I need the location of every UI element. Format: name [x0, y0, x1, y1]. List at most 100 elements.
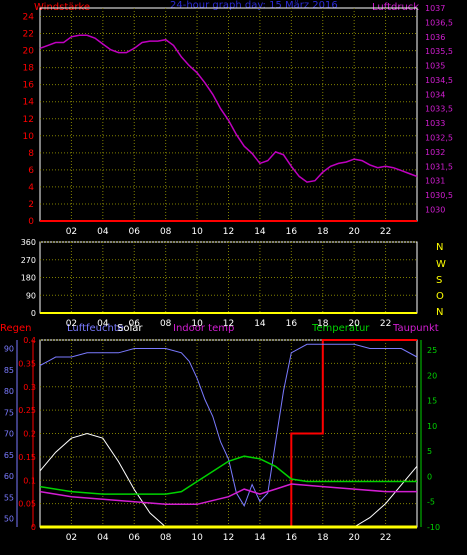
panel-1-y2-tick-label: 1031,5 — [425, 162, 453, 171]
panel-1-x-tick-label: 16 — [286, 227, 298, 237]
panel-2-x-tick-label: 18 — [317, 319, 329, 329]
panel-1-y2-tick-label: 1036 — [425, 33, 445, 42]
panel-3-regen-tick-label: 0.05 — [18, 500, 36, 509]
panel-3-x-tick-label: 14 — [254, 533, 266, 543]
panel-1-y2-tick-label: 1035,5 — [425, 47, 453, 56]
luftfeuchte-label: Luftfeuchte — [67, 323, 124, 334]
chart-title: 24-hour graph day: 15 März 2016 — [170, 0, 338, 11]
panel-1-y2-tick-label: 1037 — [425, 4, 445, 13]
panel-1-x-tick-label: 06 — [129, 227, 141, 237]
panel-1-x-tick-label: 20 — [348, 227, 360, 237]
panel-3-x-tick-label: 10 — [191, 533, 203, 543]
panel-1-y-tick-label: 10 — [23, 132, 35, 142]
panel-1-y-tick-label: 20 — [23, 47, 35, 57]
panel-3-humidity-tick-label: 65 — [4, 451, 14, 460]
panel-3-temp-tick-label: 25 — [427, 346, 437, 355]
panel-3-regen-tick-label: 0.35 — [18, 359, 36, 368]
panel-1-y2-tick-label: 1032 — [425, 148, 445, 157]
panel-1-x-tick-label: 10 — [191, 227, 203, 237]
panel-1-y-tick-label: 8 — [28, 149, 34, 159]
panel-1-y-tick-label: 24 — [23, 13, 35, 23]
panel-1-y-tick-label: 14 — [23, 98, 35, 108]
panel-3-regen-tick-label: 0 — [31, 523, 36, 532]
panel-3-regen-tick-label: 0.4 — [23, 336, 36, 345]
indoor-label: Indoor temp — [173, 323, 234, 334]
panel-1-y-tick-label: 2 — [28, 200, 34, 210]
dir-letter-s: S — [436, 275, 442, 286]
panel-3-regen-tick-label: 0.1 — [23, 476, 36, 485]
panel-1-y2-tick-label: 1030 — [425, 205, 445, 214]
panel-3-regen-tick-label: 0.15 — [18, 453, 36, 462]
panel-3-x-tick-label: 16 — [286, 533, 298, 543]
panel-3-humidity-tick-label: 70 — [4, 430, 14, 439]
panel-3-temp-tick-label: -5 — [427, 498, 435, 507]
panel-3-humidity-tick-label: 85 — [4, 366, 14, 375]
dir-letter-n-bottom: N — [436, 307, 443, 318]
panel-2-x-tick-label: 08 — [160, 319, 172, 329]
dir-letter-w: W — [436, 259, 446, 270]
panel-1-y-tick-label: 4 — [28, 183, 34, 193]
panel-2-y-tick-label: 0 — [31, 309, 36, 318]
panel-3-temp-tick-label: 0 — [427, 472, 432, 481]
series-luftdruck-line — [39, 34, 418, 183]
panel-2-y-tick-label: 360 — [21, 238, 36, 247]
panel-3-humidity-tick-label: 60 — [4, 472, 14, 481]
panel-3-x-tick-label: 18 — [317, 533, 329, 543]
panel-2-y-tick-label: 90 — [26, 291, 36, 300]
panel-3-x-tick-label: 08 — [160, 533, 172, 543]
panel-1-y-tick-label: 16 — [23, 81, 35, 91]
panel-1-x-tick-label: 14 — [254, 227, 266, 237]
panel-3-regen-tick-label: 0.25 — [18, 406, 36, 415]
panel-3-x-tick-label: 20 — [348, 533, 360, 543]
dir-letter-o: O — [436, 291, 444, 302]
panel-1-y-tick-label: 22 — [23, 30, 34, 40]
panel-3-humidity-tick-label: 90 — [4, 345, 14, 354]
panel-1-x-tick-label: 04 — [97, 227, 109, 237]
series-luftfeuchte-line — [39, 343, 418, 507]
panel-1-y-tick-label: 0 — [28, 217, 34, 227]
series-indoortemp-line — [39, 483, 417, 506]
panel-1-x-tick-label: 12 — [223, 227, 234, 237]
panel-3-humidity-tick-label: 80 — [4, 387, 14, 396]
panel-1-x-tick-label: 08 — [160, 227, 172, 237]
panel-2-x-tick-label: 10 — [191, 319, 203, 329]
panel-3-x-tick-label: 12 — [223, 533, 234, 543]
series-temperatur-line — [39, 455, 417, 495]
panel-2-x-tick-label: 12 — [223, 319, 234, 329]
panel-3-temp-tick-label: -10 — [427, 523, 440, 532]
panel-3-x-tick-label: 06 — [129, 533, 141, 543]
panel-2-x-tick-label: 22 — [380, 319, 391, 329]
panel-1-y-tick-label: 18 — [23, 64, 35, 74]
panel-1-y2-tick-label: 1035 — [425, 62, 445, 71]
panel-1-y2-tick-label: 1033 — [425, 119, 445, 128]
panel-1-y2-tick-label: 1036,5 — [425, 18, 453, 27]
panel-2-y-tick-label: 180 — [21, 274, 36, 283]
panel-2-x-tick-label: 16 — [286, 319, 298, 329]
panel-1-y2-tick-label: 1031 — [425, 177, 445, 186]
panel-1-y2-tick-label: 1030,5 — [425, 191, 453, 200]
panel-2-x-tick-label: 20 — [348, 319, 360, 329]
panel-2-x-tick-label: 02 — [66, 319, 77, 329]
panel-3-temp-tick-label: 15 — [427, 397, 437, 406]
panel-3-regen-tick-label: 0.3 — [23, 383, 36, 392]
dir-letter-n-top: N — [436, 242, 443, 253]
panel-3-humidity-tick-label: 75 — [4, 408, 14, 417]
panel-3-regen-tick-label: 0.2 — [23, 430, 36, 439]
panel-3-x-tick-label: 02 — [66, 533, 77, 543]
panel-1-y-tick-label: 12 — [23, 115, 34, 125]
regen-label: Regen — [0, 323, 32, 334]
panel-3-humidity-tick-label: 50 — [4, 515, 14, 524]
panel-1-y2-tick-label: 1033,5 — [425, 105, 453, 114]
panel-2-x-tick-label: 06 — [129, 319, 141, 329]
temperatur-label: Temperatur — [311, 323, 370, 334]
panel-3-humidity-tick-label: 55 — [4, 493, 14, 502]
panel-2-x-tick-label: 14 — [254, 319, 266, 329]
panel-1-y2-tick-label: 1032,5 — [425, 134, 453, 143]
panel-1-y2-tick-label: 1034,5 — [425, 76, 453, 85]
panel-3-temp-tick-label: 5 — [427, 447, 432, 456]
panel-3-x-tick-label: 22 — [380, 533, 391, 543]
panel-1-y-tick-label: 6 — [28, 166, 34, 176]
panel-3-x-tick-label: 04 — [97, 533, 109, 543]
series-solar-line — [39, 432, 418, 528]
